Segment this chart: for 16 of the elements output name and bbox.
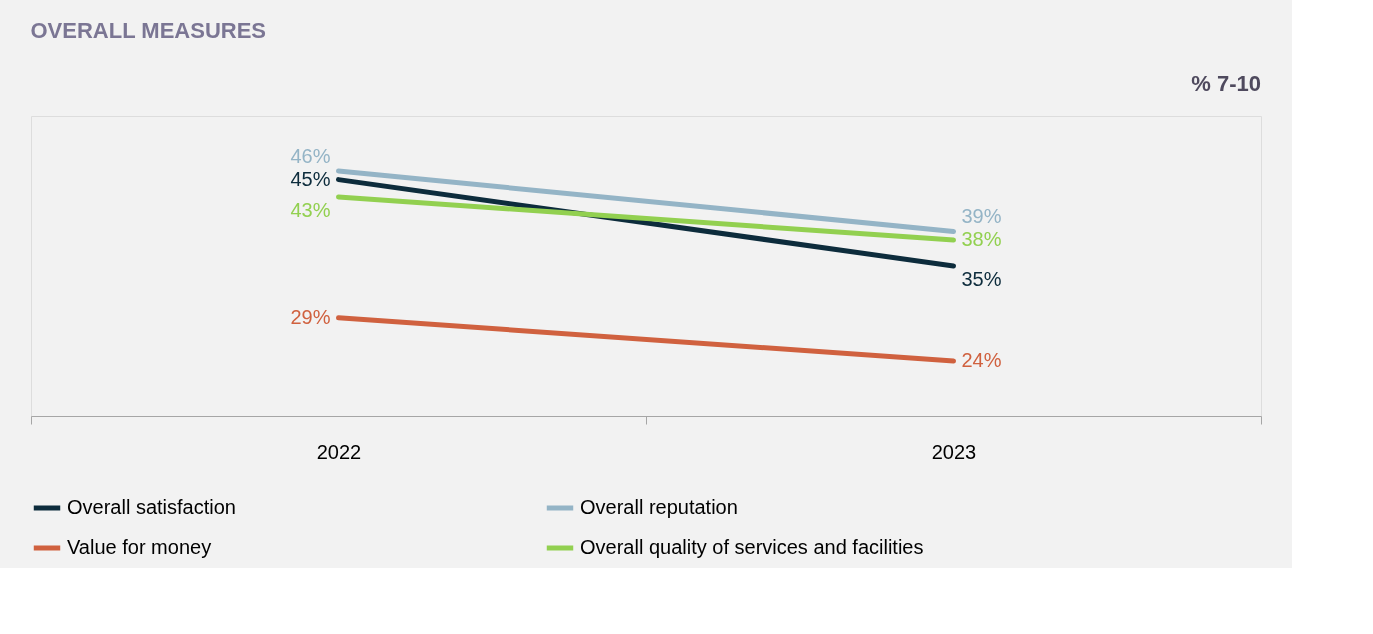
data-label: 29%: [290, 305, 331, 328]
data-label: 35%: [961, 268, 1002, 290]
data-label: 43%: [290, 198, 331, 221]
data-label: 46%: [290, 145, 331, 167]
data-label: 38%: [961, 228, 1002, 251]
chart-title: OVERALL MEASURES: [30, 18, 267, 43]
x-tick-label: 2022: [316, 440, 362, 463]
x-tick-label: 2023: [931, 440, 977, 463]
data-label: 39%: [961, 205, 1002, 228]
legend-label: Value for money: [67, 536, 212, 558]
data-label: 24%: [961, 349, 1002, 371]
legend-label: Overall satisfaction: [67, 496, 236, 518]
data-label: 45%: [290, 167, 331, 190]
chart-subtitle: % 7-10: [1191, 71, 1261, 96]
legend-label: Overall quality of services and facilities: [580, 536, 924, 558]
legend-label: Overall reputation: [580, 496, 738, 518]
